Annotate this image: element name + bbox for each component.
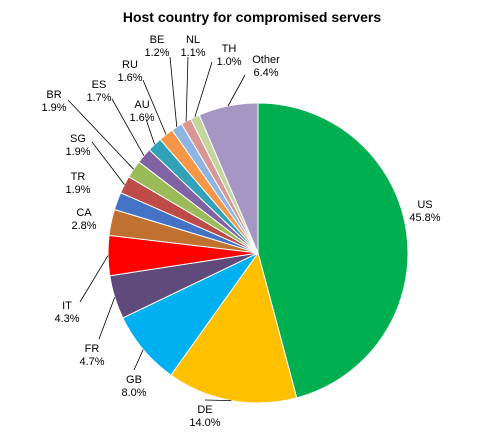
slice-label-th: TH xyxy=(222,43,237,55)
slice-value-au: 1.6% xyxy=(129,112,154,124)
pie-slice-other xyxy=(198,102,259,254)
leader-line-it xyxy=(79,255,109,303)
leader-line-other xyxy=(227,74,246,107)
slice-value-es: 1.7% xyxy=(86,92,111,104)
leader-line-au xyxy=(145,118,155,145)
slice-label-be: BE xyxy=(150,34,165,46)
slice-label-nl: NL xyxy=(186,34,200,46)
slice-label-other: Other xyxy=(252,54,280,66)
slice-label-it: IT xyxy=(62,300,72,312)
slice-value-br: 1.9% xyxy=(41,102,66,114)
leader-line-th xyxy=(194,61,213,118)
slice-label-br: BR xyxy=(46,89,61,101)
leader-line-br xyxy=(67,99,134,170)
chart-title: Host country for compromised servers xyxy=(123,9,382,25)
leader-line-fr xyxy=(98,297,116,340)
leader-line-nl xyxy=(185,56,189,122)
slice-value-us: 45.8% xyxy=(409,212,440,224)
leader-lines xyxy=(67,56,246,401)
slice-label-ru: RU xyxy=(122,59,138,71)
leader-line-gb xyxy=(133,349,144,371)
slice-value-de: 14.0% xyxy=(189,417,220,429)
slice-label-sg: SG xyxy=(70,133,86,145)
slice-value-fr: 4.7% xyxy=(79,356,104,368)
slice-value-nl: 1.1% xyxy=(180,47,205,59)
slice-label-au: AU xyxy=(134,99,149,111)
leader-line-be xyxy=(169,56,178,127)
slice-value-sg: 1.9% xyxy=(65,146,90,158)
slice-label-fr: FR xyxy=(85,343,100,355)
slice-value-it: 4.3% xyxy=(54,313,79,325)
slice-label-gb: GB xyxy=(126,374,142,386)
slice-label-de: DE xyxy=(197,404,212,416)
slice-label-us: US xyxy=(417,199,432,211)
slice-value-ca: 2.8% xyxy=(71,220,96,232)
slice-value-th: 1.0% xyxy=(216,56,241,68)
slice-value-gb: 8.0% xyxy=(121,387,146,399)
pie-slices xyxy=(107,102,409,404)
slice-value-other: 6.4% xyxy=(253,67,278,79)
slice-label-ca: CA xyxy=(76,207,92,219)
slice-value-tr: 1.9% xyxy=(65,184,90,196)
slice-label-es: ES xyxy=(92,79,107,91)
slice-value-ru: 1.6% xyxy=(117,72,142,84)
leader-line-de xyxy=(204,399,232,401)
leader-line-sg xyxy=(91,141,125,185)
slice-label-tr: TR xyxy=(71,171,86,183)
pie-slice-us xyxy=(257,102,409,399)
slice-value-be: 1.2% xyxy=(144,47,169,59)
leader-line-ru xyxy=(142,79,167,135)
leader-line-es xyxy=(111,98,145,156)
